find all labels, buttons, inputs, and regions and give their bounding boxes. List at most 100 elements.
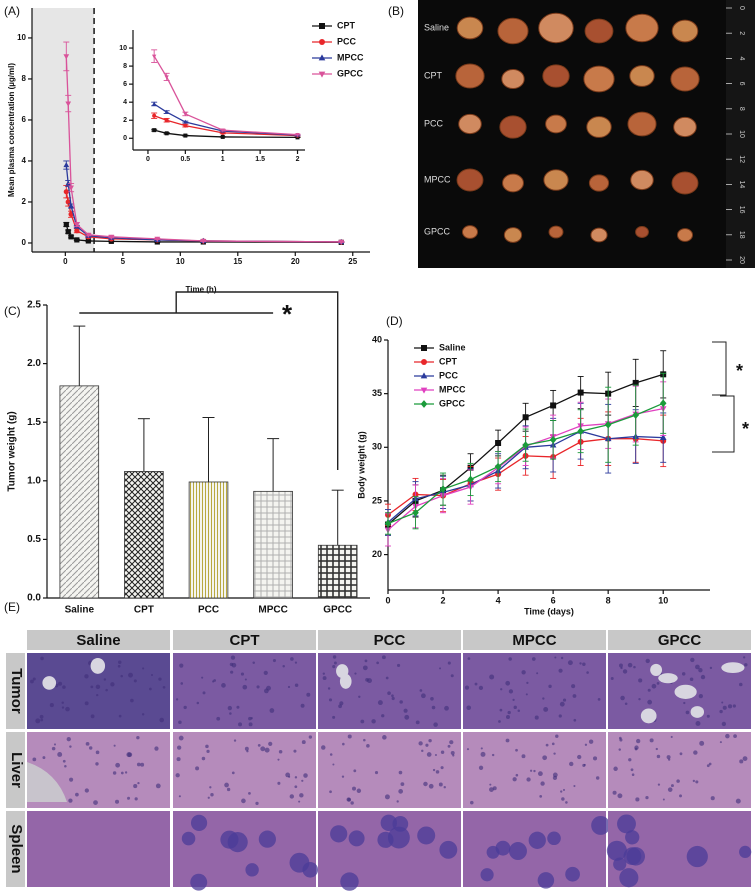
nucleus (328, 698, 333, 702)
nucleus (539, 794, 543, 798)
photo-row-label: MPCC (424, 174, 451, 184)
nucleus (398, 770, 403, 775)
point (63, 189, 69, 195)
point (338, 239, 345, 246)
nucleus (478, 685, 484, 690)
nucleus (51, 746, 56, 751)
nucleus (706, 764, 710, 768)
nucleus (230, 670, 234, 674)
nucleus (698, 694, 703, 699)
ruler-label: 6 (738, 82, 745, 86)
point (164, 75, 169, 80)
nucleus (560, 656, 564, 660)
nucleus (656, 682, 660, 685)
nucleus (257, 743, 261, 747)
nucleus (719, 709, 723, 714)
nucleus (706, 714, 710, 718)
column-header: Saline (76, 632, 120, 649)
x-tick-label: Saline (65, 605, 95, 616)
column-header-bg (173, 630, 316, 650)
nucleus (735, 798, 741, 804)
y-tick-label: 0.5 (27, 534, 41, 545)
follicle (417, 826, 436, 845)
nucleus (332, 665, 336, 669)
nucleus (183, 705, 187, 710)
series-segment (166, 132, 186, 137)
ruler-label: 4 (738, 56, 745, 60)
series-line (65, 191, 342, 243)
nucleus (722, 705, 727, 710)
nucleus (62, 685, 66, 689)
tumor (676, 228, 694, 242)
vacuole (640, 708, 657, 724)
significance-star: * (282, 299, 293, 329)
nucleus (622, 669, 628, 674)
nucleus (525, 693, 528, 696)
nucleus (396, 800, 399, 803)
nucleus (179, 663, 184, 668)
nucleus (733, 734, 737, 738)
nucleus (221, 683, 226, 688)
nucleus (248, 722, 253, 727)
nucleus (391, 696, 395, 701)
nucleus (562, 788, 566, 791)
point (65, 199, 71, 205)
point (412, 508, 419, 517)
nucleus (130, 698, 134, 703)
x-tick-label: GPCC (323, 605, 352, 616)
legend-marker (421, 345, 427, 351)
nucleus (540, 781, 545, 786)
nucleus (236, 705, 240, 709)
point (65, 180, 72, 186)
point (164, 109, 169, 114)
nucleus (158, 677, 162, 681)
nucleus (430, 696, 434, 701)
histology-image (463, 653, 606, 729)
nucleus (480, 751, 486, 757)
nucleus (387, 691, 391, 696)
nucleus (263, 670, 268, 675)
nucleus (149, 687, 152, 691)
tumor (456, 168, 484, 192)
series-segment (166, 111, 186, 123)
nucleus (474, 682, 478, 686)
point (439, 485, 447, 494)
point (200, 238, 207, 245)
nucleus (428, 783, 434, 789)
nucleus (651, 683, 657, 689)
nucleus (363, 738, 366, 742)
nucleus (118, 660, 122, 664)
follicle (626, 847, 646, 866)
nucleus (103, 678, 107, 681)
point (467, 475, 474, 484)
nucleus (529, 769, 533, 772)
nucleus (364, 659, 368, 663)
nucleus (708, 762, 712, 766)
nucleus (39, 714, 44, 719)
legend-label: Saline (439, 342, 466, 352)
nucleus (69, 777, 74, 782)
nucleus (634, 745, 639, 750)
nucleus (266, 685, 271, 691)
series-line (65, 164, 342, 243)
panel-label: (C) (4, 304, 21, 318)
follicle (606, 840, 627, 861)
nucleus (255, 801, 259, 806)
follicle (617, 814, 636, 834)
nucleus (244, 678, 247, 681)
nucleus (162, 685, 166, 689)
point (63, 221, 69, 228)
point (494, 462, 502, 471)
nucleus (440, 750, 445, 754)
nucleus (210, 793, 214, 797)
nucleus (507, 710, 511, 715)
nucleus (515, 773, 519, 777)
tumor (456, 16, 484, 40)
nucleus (478, 765, 484, 770)
y-tick-label: 4 (22, 156, 27, 165)
nucleus (440, 766, 444, 770)
tumor-photo (418, 0, 755, 268)
significance-bracket (712, 341, 735, 453)
point (183, 123, 188, 128)
nucleus (555, 734, 559, 738)
